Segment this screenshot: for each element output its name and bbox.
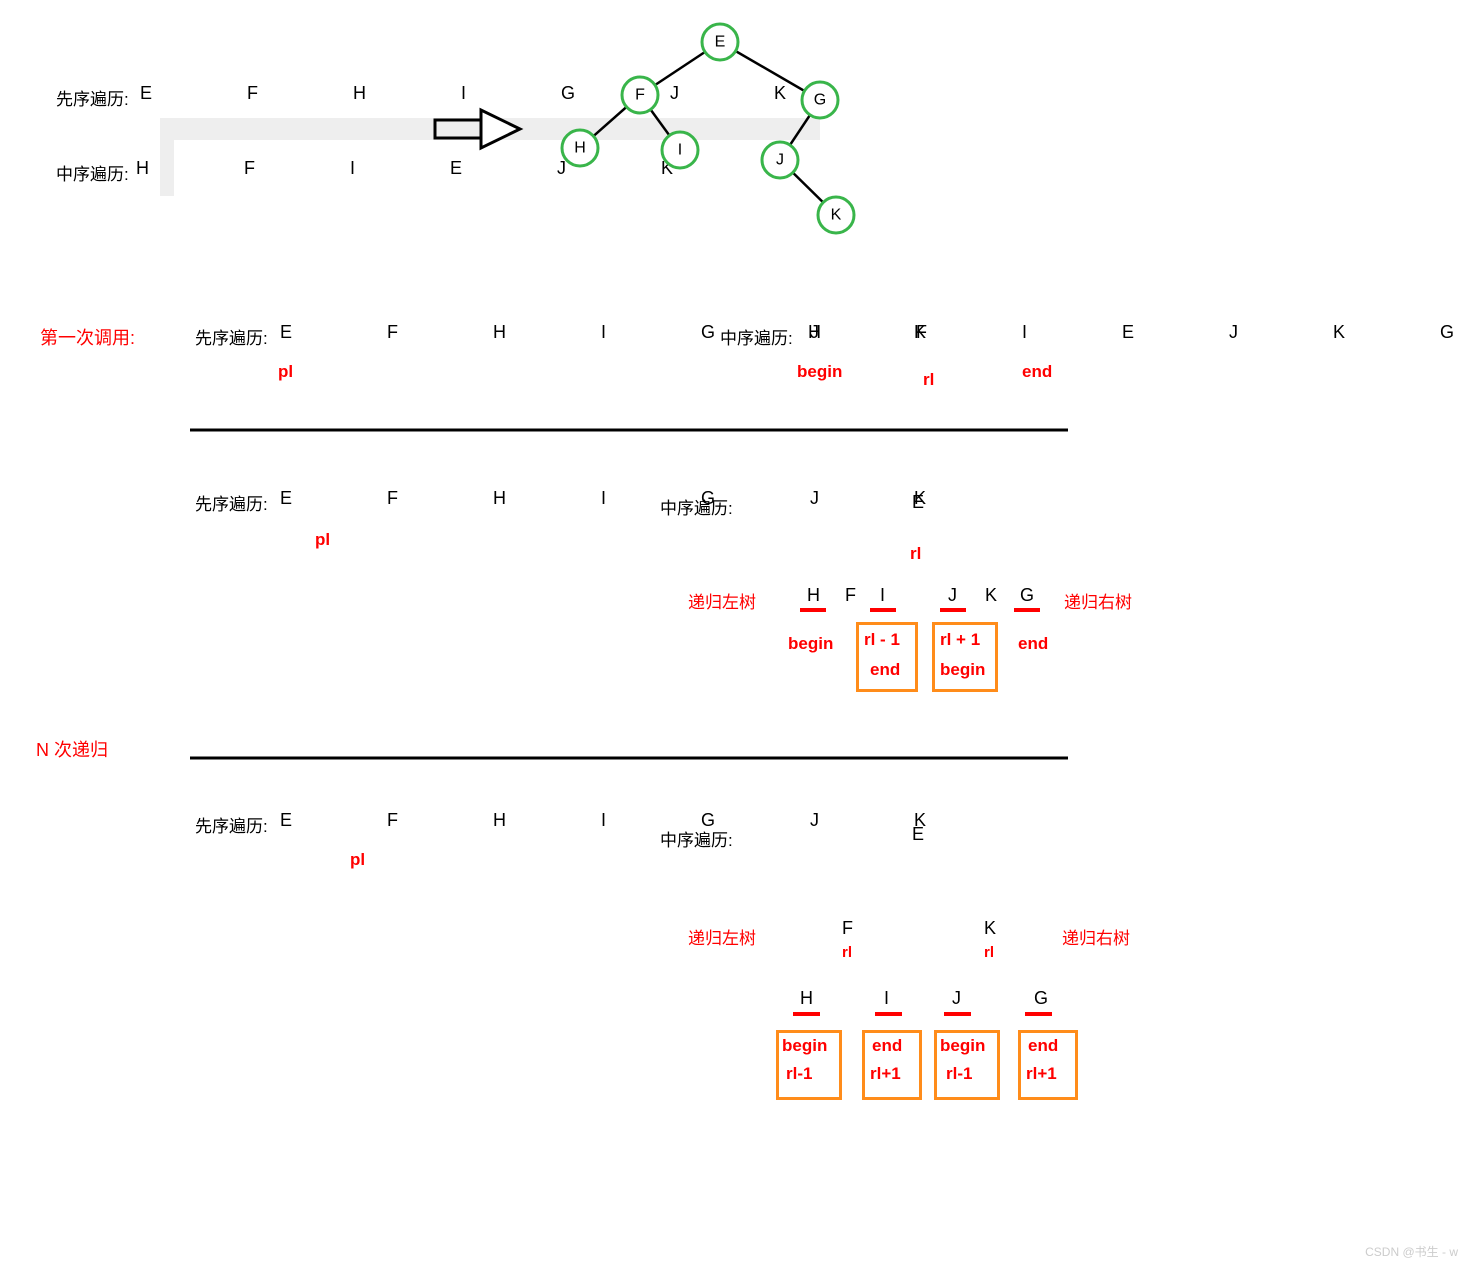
s3-box3-l2: rl-1: [946, 1064, 972, 1084]
s3-box4-l1: end: [1028, 1036, 1058, 1056]
s3-box2-l1: end: [872, 1036, 902, 1056]
s3-underline-svg: [0, 0, 1478, 1266]
watermark: CSDN @书生 - w: [1365, 1243, 1458, 1260]
s3-box4-l2: rl+1: [1026, 1064, 1057, 1084]
s3-box1-l1: begin: [782, 1036, 827, 1056]
s3-box1-l2: rl-1: [786, 1064, 812, 1084]
s3-box3-l1: begin: [940, 1036, 985, 1056]
s3-box2-l2: rl+1: [870, 1064, 901, 1084]
page: 先序遍历: E F H I G J K 中序遍历: H F I E J K G: [0, 0, 1478, 1266]
